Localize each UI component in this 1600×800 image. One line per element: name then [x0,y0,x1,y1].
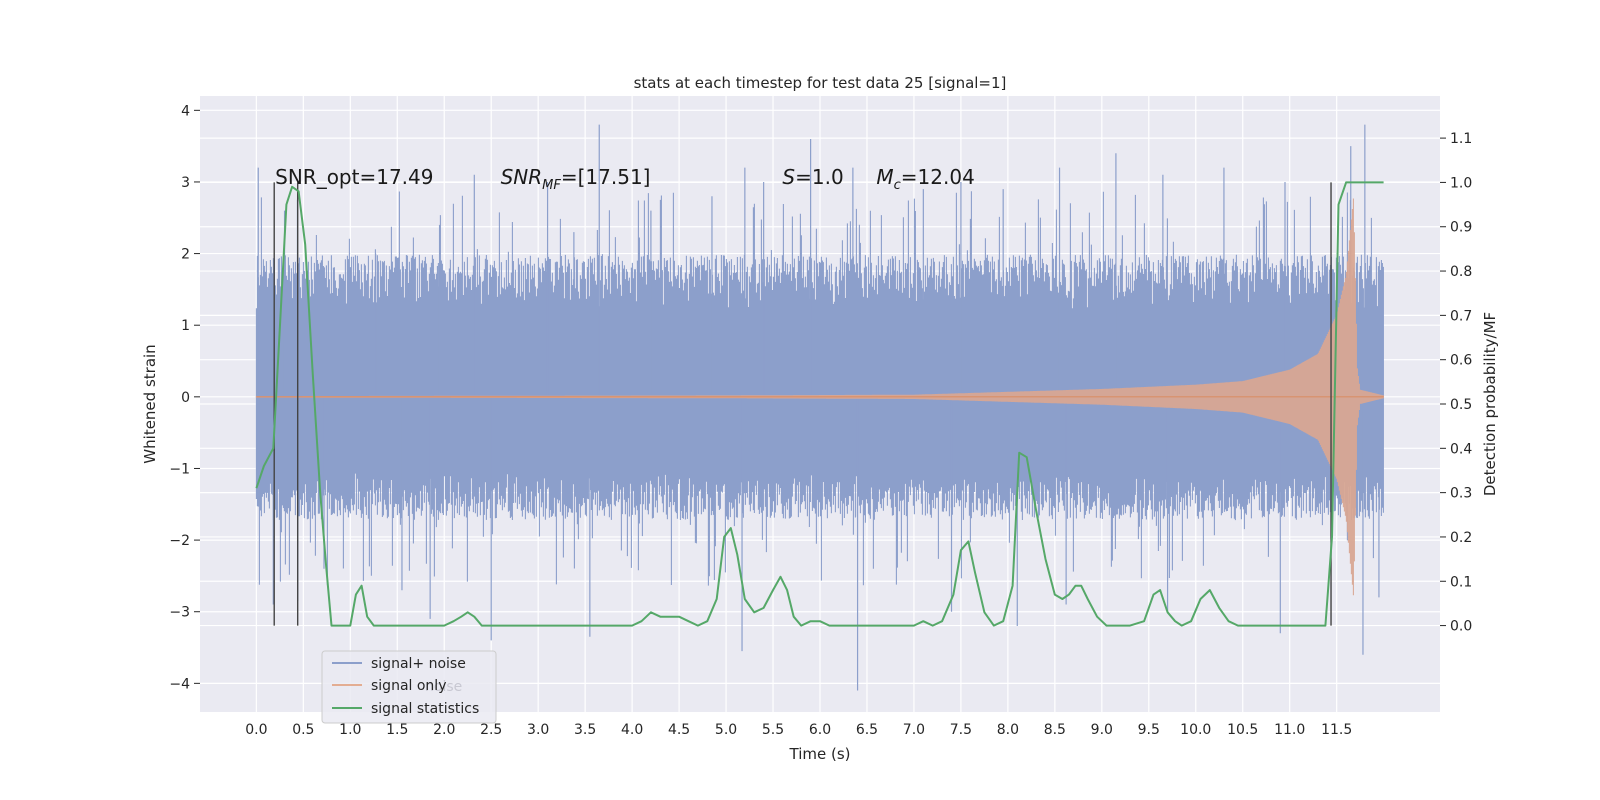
x-tick-label: 11.0 [1274,722,1305,738]
x-tick-label: 4.0 [621,722,643,738]
x-tick-label: 9.5 [1138,722,1160,738]
annotation-subscript: MF [542,178,561,193]
y2-axis-ticks: 1.1 1.0 0.9 0.8 0.7 0.6 0.5 0.4 0.3 0.2 0.1 0.0 [1440,131,1472,635]
legend: noise signal+ noise signal only signal s… [321,650,497,724]
annotation-0: SNR_opt=17.49 [275,165,433,189]
y2-tick-label: 0.0 [1450,619,1472,635]
series-signal-only [255,198,1384,596]
x-tick-label: 3.0 [527,722,549,738]
annotation-3: Mc=12.04 [876,165,974,193]
annotation-value: =[17.51] [561,165,651,189]
annotation-value: =1.0 [795,165,844,189]
y-tick-label: −2 [169,533,190,549]
x-tick-label: 9.0 [1091,722,1113,738]
x-tick-label: 6.5 [856,722,878,738]
chart-title: stats at each timestep for test data 25 … [634,74,1007,92]
x-tick-label: 1.5 [386,722,408,738]
x-tick-label: 1.0 [339,722,361,738]
x-tick-label: 6.0 [809,722,831,738]
x-tick-label: 8.5 [1044,722,1066,738]
y2-tick-label: 0.7 [1450,308,1472,324]
y2-tick-label: 0.9 [1450,220,1472,236]
y2-tick-label: 0.2 [1450,530,1472,546]
x-tick-label: 7.5 [950,722,972,738]
y2-tick-label: 0.8 [1450,264,1472,280]
x-tick-label: 10.5 [1227,722,1258,738]
x-tick-label: 5.5 [762,722,784,738]
y-tick-label: 3 [181,175,190,191]
y2-tick-label: 0.6 [1450,353,1472,369]
x-tick-label: 0.5 [292,722,314,738]
x-tick-label: 11.5 [1321,722,1352,738]
y2-tick-label: 0.3 [1450,486,1472,502]
annotation-main: SNR_opt=17.49 [275,165,433,189]
annotation-main: M [876,165,893,189]
x-tick-label: 3.5 [574,722,596,738]
legend-ghost-text: noise [425,679,462,695]
legend-label-signal-only: signal only [371,678,446,694]
annotation-1: SNRMF=[17.51] [501,165,651,193]
annotation-2: S=1.0 [782,165,843,189]
y-tick-label: 1 [181,318,190,334]
series-signal-plus-noise [255,124,1384,691]
x-axis-ticks: 0.0 0.5 1.0 1.5 2.0 2.5 3.0 3.5 4.0 4.5 5.0 5.5 6.0 6… [245,722,1352,738]
x-tick-label: 5.0 [715,722,737,738]
legend-box [321,650,497,724]
y-tick-label: −3 [169,605,190,621]
legend-label-signal-plus-noise: signal+ noise [371,656,466,672]
annotation-value: =12.04 [901,165,975,189]
x-tick-label: 10.0 [1180,722,1211,738]
y2-tick-label: 0.5 [1450,397,1472,413]
y2-tick-label: 1.1 [1450,131,1472,147]
y-tick-label: −1 [169,461,190,477]
statistics-line [255,181,1384,627]
y2-tick-label: 0.1 [1450,574,1472,590]
annotation-main: SNR [501,165,543,189]
x-axis-label: Time (s) [789,745,851,763]
y-tick-label: 4 [181,103,190,119]
y2-tick-label: 1.0 [1450,175,1472,191]
y2-axis-label: Detection probability/MF [1481,312,1499,496]
series-signal-statistics [255,181,1384,627]
legend-label-signal-statistics: signal statistics [371,701,479,717]
x-tick-label: 4.5 [668,722,690,738]
y-axis-label: Whitened strain [141,344,159,463]
y-tick-label: −4 [169,676,190,692]
x-tick-label: 8.0 [997,722,1019,738]
x-tick-label: 0.0 [245,722,267,738]
x-tick-label: 7.0 [903,722,925,738]
y-tick-label: 2 [181,247,190,263]
y-tick-label: 0 [181,390,190,406]
x-tick-label: 2.5 [480,722,502,738]
annotation-subscript: c [894,178,901,193]
y2-tick-label: 0.4 [1450,441,1472,457]
annotations: SNR_opt=17.49 SNRMF=[17.51] S=1.0 Mc=12.04 [275,165,975,193]
y-axis-ticks: 4 3 2 1 0 −1 −2 −3 −4 [169,103,200,692]
annotation-main: S [782,165,795,189]
x-tick-label: 2.0 [433,722,455,738]
